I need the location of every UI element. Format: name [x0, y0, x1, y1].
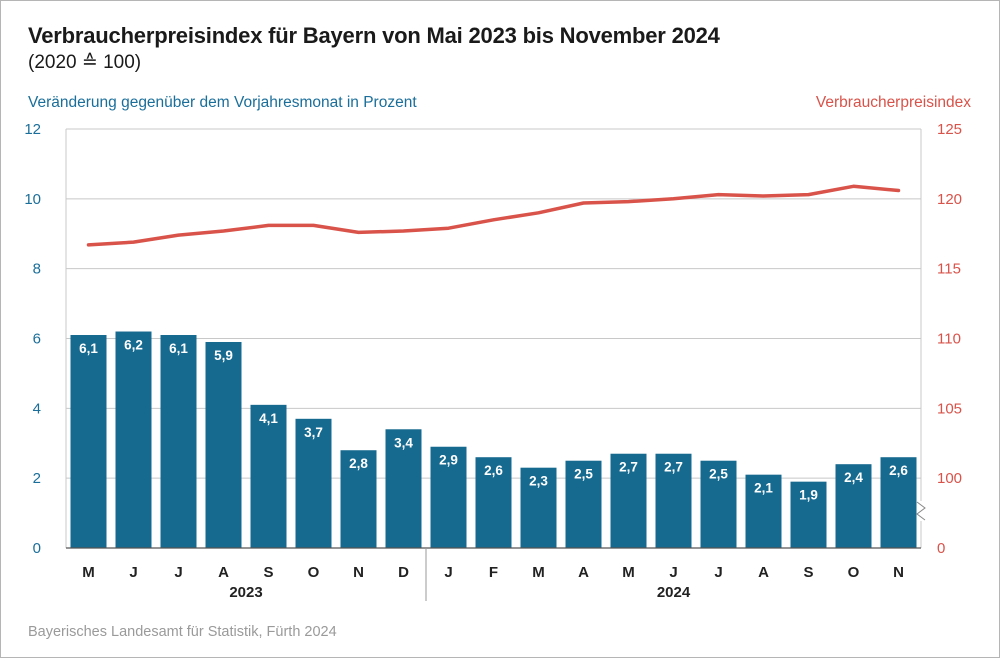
right-tick-label: 115 — [937, 261, 961, 278]
x-tick-label: O — [308, 564, 320, 581]
bar-value-label: 2,1 — [754, 481, 773, 496]
bar-value-label: 2,6 — [484, 463, 503, 478]
x-tick-label: J — [174, 564, 182, 581]
right-tick-label: 105 — [937, 400, 962, 417]
year-label: 2023 — [229, 584, 262, 601]
bar — [340, 450, 377, 548]
chart-title: Verbraucherpreisindex für Bayern von Mai… — [28, 23, 720, 48]
left-tick-label: 2 — [33, 470, 41, 487]
left-tick-label: 10 — [24, 191, 41, 208]
left-tick-label: 4 — [33, 400, 41, 417]
x-tick-label: F — [489, 564, 498, 581]
bars-layer: 6,1 6,2 6,1 5,9 4,1 3,7 2,8 3,4 2,9 2,6 2,3 2,5 2,7 2… — [70, 331, 917, 548]
bar — [565, 460, 602, 548]
x-tick-label: J — [444, 564, 452, 581]
bar — [70, 335, 107, 548]
bar — [295, 418, 332, 548]
right-tick-label: 110 — [937, 331, 961, 348]
x-tick-label: S — [263, 564, 273, 581]
right-tick-label: 100 — [937, 470, 962, 487]
right-tick-label: 0 — [937, 540, 945, 557]
bar-value-label: 2,5 — [574, 467, 593, 482]
right-axis-title: Verbraucherpreisindex — [815, 94, 971, 111]
axis-break-icon — [916, 501, 926, 521]
index-line — [86, 184, 901, 247]
bar-value-label: 2,6 — [889, 463, 908, 478]
bar — [610, 453, 647, 548]
bar — [115, 331, 152, 548]
bar-value-label: 2,4 — [844, 470, 863, 485]
bar-value-label: 2,7 — [664, 460, 683, 475]
bar — [655, 453, 692, 548]
x-tick-label: N — [893, 564, 904, 581]
bar — [250, 404, 287, 548]
line-layer — [86, 184, 901, 247]
chart-subtitle: (2020 ≙ 100) — [28, 52, 142, 73]
bar — [700, 460, 737, 548]
right-tick-label: 125 — [937, 121, 962, 138]
x-tick-label: A — [758, 564, 769, 581]
bar — [520, 467, 557, 548]
x-tick-label: J — [714, 564, 722, 581]
bar-value-label: 4,1 — [259, 411, 278, 426]
bar-value-label: 2,3 — [529, 474, 548, 489]
x-tick-label: J — [129, 564, 137, 581]
bar — [160, 335, 197, 548]
x-tick-label: A — [578, 564, 589, 581]
bar-value-label: 5,9 — [214, 348, 233, 363]
bar-value-label: 6,1 — [169, 341, 188, 356]
x-tick-label: M — [622, 564, 635, 581]
bar-value-label: 3,4 — [394, 435, 413, 450]
left-tick-label: 0 — [33, 540, 41, 557]
x-tick-label: S — [803, 564, 813, 581]
bar-value-label: 1,9 — [799, 488, 818, 503]
bar-value-label: 2,9 — [439, 453, 458, 468]
x-tick-label: J — [669, 564, 677, 581]
bar — [790, 481, 827, 548]
x-tick-label: N — [353, 564, 364, 581]
bar — [385, 429, 422, 548]
left-tick-label: 6 — [33, 331, 41, 348]
bar — [430, 446, 467, 548]
right-tick-label: 120 — [937, 191, 962, 208]
x-tick-label: O — [848, 564, 860, 581]
x-tick-label: M — [82, 564, 95, 581]
x-tick-label: D — [398, 564, 409, 581]
source-note: Bayerisches Landesamt für Statistik, Für… — [28, 624, 337, 640]
left-tick-label: 8 — [33, 261, 41, 278]
bar-value-label: 6,2 — [124, 338, 143, 353]
bar-value-label: 3,7 — [304, 425, 323, 440]
bar-value-label: 2,7 — [619, 460, 638, 475]
left-tick-label: 12 — [24, 121, 41, 138]
bar-value-label: 6,1 — [79, 341, 98, 356]
bar-value-label: 2,8 — [349, 456, 368, 471]
bar — [835, 464, 872, 548]
year-label: 2024 — [657, 584, 691, 601]
bar — [475, 457, 512, 548]
bar — [205, 341, 242, 548]
bar-value-label: 2,5 — [709, 467, 728, 482]
left-axis-title: Veränderung gegenüber dem Vorjahresmonat… — [28, 94, 417, 111]
x-tick-label: M — [532, 564, 545, 581]
bar — [745, 474, 782, 548]
bar — [880, 457, 917, 548]
x-tick-label: A — [218, 564, 229, 581]
